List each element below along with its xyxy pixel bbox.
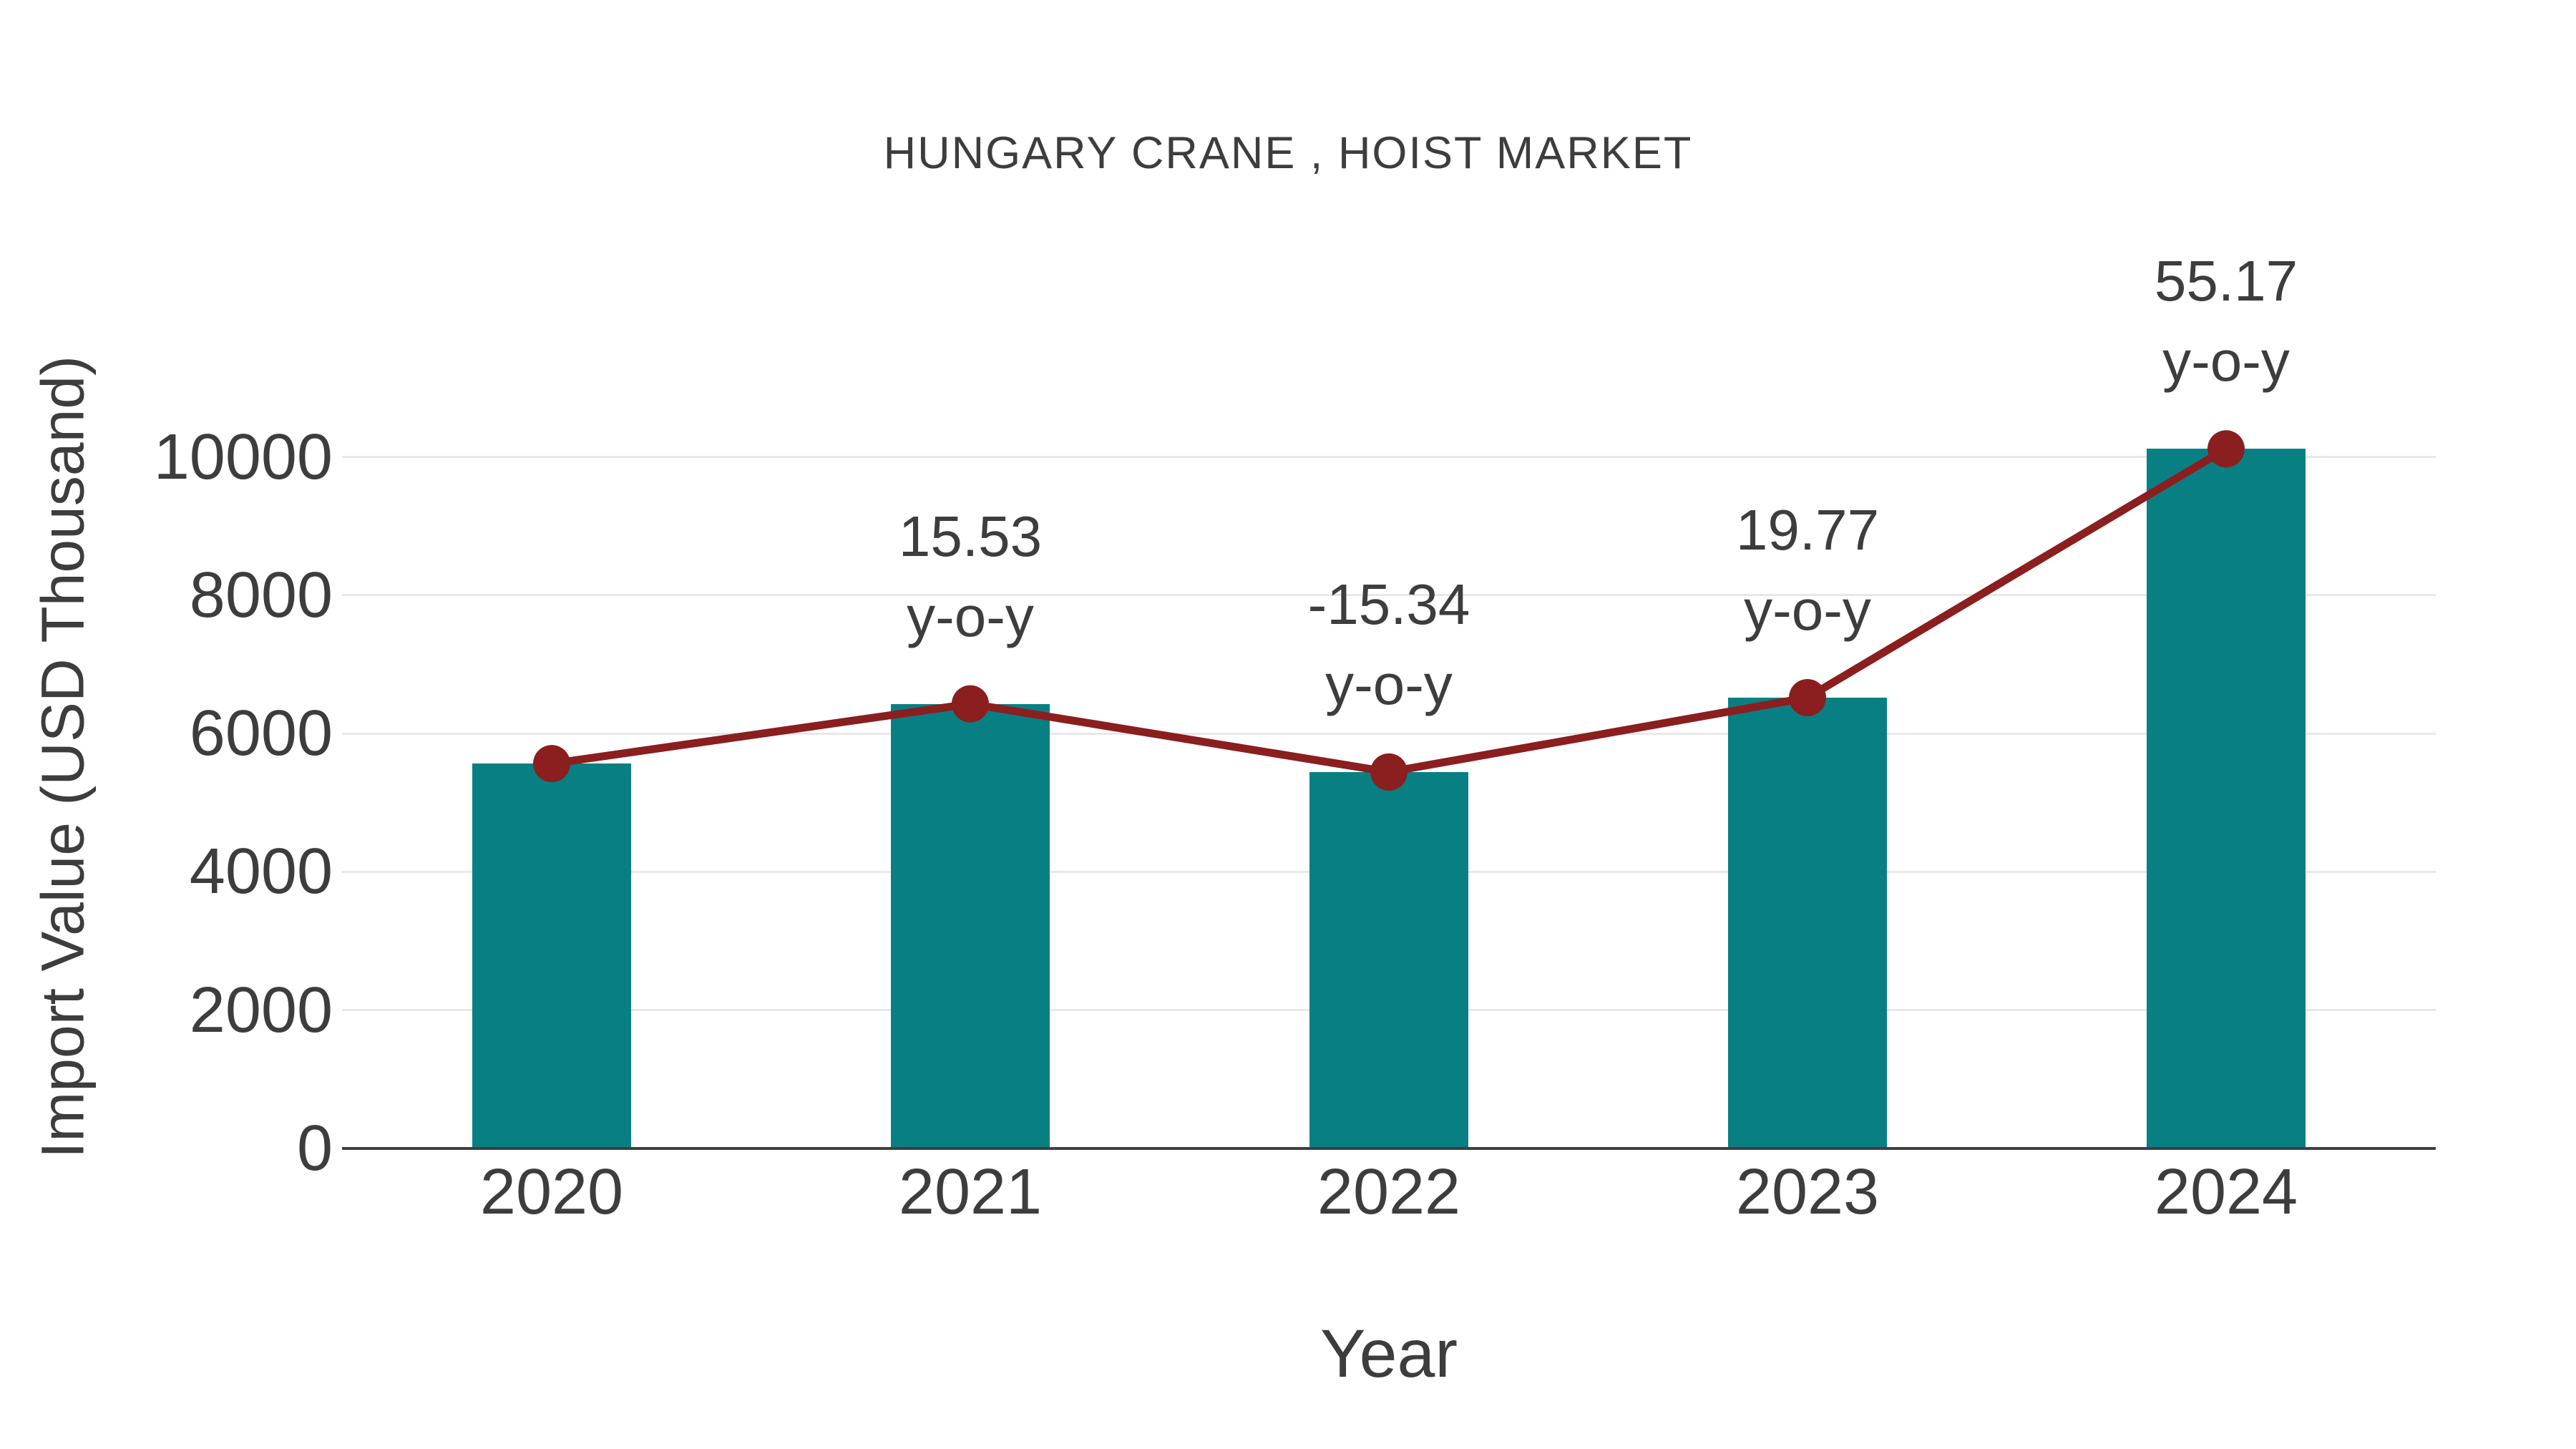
x-tick-label-2024: 2024	[2154, 1156, 2298, 1228]
y-tick-label-6000: 6000	[189, 698, 333, 770]
x-tick-label-2022: 2022	[1317, 1156, 1461, 1228]
y-tick-label-0: 0	[296, 1113, 333, 1184]
annotation-line: 15.53	[898, 504, 1043, 568]
x-tick-label-2023: 2023	[1735, 1156, 1880, 1228]
annotation-line: y-o-y	[2162, 329, 2290, 394]
data-point-marker-2022[interactable]	[1370, 753, 1407, 791]
annotation-line: 55.17	[2154, 249, 2298, 313]
bar-2023[interactable]	[1728, 697, 1887, 1148]
data-point-marker-2023[interactable]	[1789, 678, 1826, 716]
data-point-marker-2021[interactable]	[952, 685, 989, 723]
y-tick-label-10000: 10000	[153, 421, 333, 493]
x-tick-label-2021: 2021	[898, 1156, 1043, 1228]
chart-title: HUNGARY CRANE , HOIST MARKET	[883, 128, 1693, 178]
yoy-annotation-2022: -15.34 y-o-y	[1308, 565, 1470, 725]
annotation-line: y-o-y	[1325, 652, 1453, 716]
yoy-annotation-2024: 55.17 y-o-y	[2155, 241, 2298, 401]
x-axis-title: Year	[1320, 1316, 1458, 1392]
gridline-6000	[342, 732, 2436, 735]
annotation-line: -15.34	[1307, 572, 1470, 636]
bar-2020[interactable]	[472, 763, 631, 1148]
y-tick-label-4000: 4000	[189, 836, 333, 908]
annotation-line: y-o-y	[1744, 577, 1871, 642]
y-tick-label-8000: 8000	[189, 559, 333, 631]
yoy-annotation-2021: 15.53 y-o-y	[899, 497, 1042, 657]
bar-2022[interactable]	[1309, 771, 1468, 1148]
x-axis-line	[342, 1147, 2436, 1150]
y-tick-label-2000: 2000	[189, 974, 333, 1046]
yoy-annotation-2023: 19.77 y-o-y	[1736, 490, 1879, 650]
bar-2021[interactable]	[891, 703, 1050, 1148]
data-point-marker-2024[interactable]	[2207, 430, 2245, 468]
bar-2024[interactable]	[2147, 449, 2306, 1148]
gridline-10000	[342, 456, 2436, 458]
annotation-line: 19.77	[1735, 497, 1880, 562]
annotation-line: y-o-y	[907, 584, 1034, 648]
gridline-8000	[342, 594, 2436, 597]
data-point-marker-2020[interactable]	[533, 745, 570, 783]
x-tick-label-2020: 2020	[479, 1156, 624, 1228]
